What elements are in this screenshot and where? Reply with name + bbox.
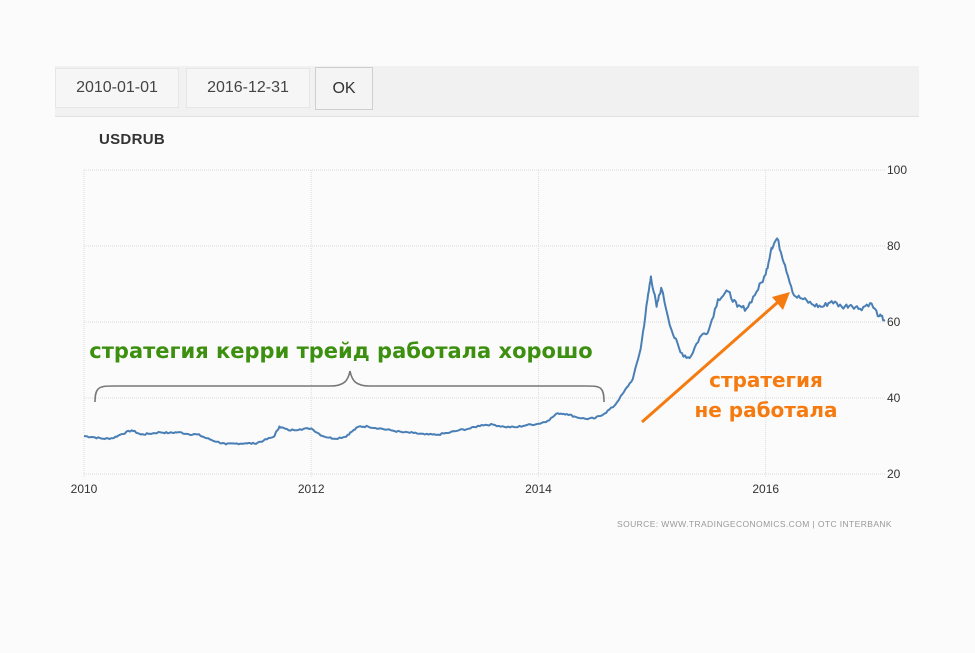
date-range-toolbar: 2010-01-01 2016-12-31 OK: [55, 66, 919, 117]
curly-brace: [94, 370, 605, 403]
bad-strategy-annotation-line2: не работала: [694, 398, 837, 422]
y-tick-label: 20: [887, 467, 901, 481]
y-tick-label: 40: [887, 391, 901, 405]
x-tick-label: 2014: [525, 482, 552, 496]
grid-lines: [83, 169, 885, 478]
y-tick-label: 100: [887, 163, 907, 177]
end-date-field[interactable]: 2016-12-31: [186, 68, 310, 108]
y-tick-label: 80: [887, 239, 901, 253]
x-tick-label: 2012: [298, 482, 325, 496]
usdrub-series-line: [83, 237, 886, 446]
bad-strategy-annotation-line1: стратегия: [709, 368, 823, 392]
arrow-line: [641, 300, 779, 424]
source-note: SOURCE: WWW.TRADINGECONOMICS.COM | OTC I…: [617, 519, 892, 529]
chart-title: USDRUB: [99, 131, 165, 148]
y-axis-ticks: 20 40 60 80 100: [887, 163, 907, 481]
y-tick-label: 60: [887, 315, 901, 329]
x-tick-label: 2016: [752, 482, 779, 496]
ok-button[interactable]: OK: [315, 67, 373, 110]
arrow-head-icon: [772, 292, 790, 310]
x-axis-ticks: 2010 2012 2014 2016: [71, 482, 780, 496]
good-strategy-annotation: стратегия керри трейд работала хорошо: [89, 339, 592, 363]
x-tick-label: 2010: [71, 482, 98, 496]
start-date-field[interactable]: 2010-01-01: [55, 68, 179, 108]
